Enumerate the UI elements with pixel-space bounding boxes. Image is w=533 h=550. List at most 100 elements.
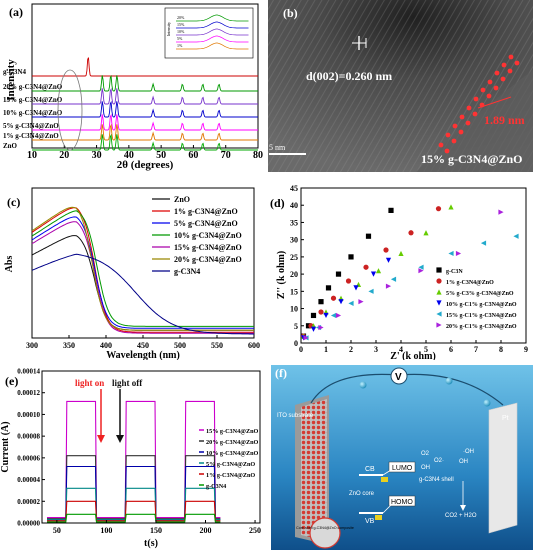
- legend-item: 20% g-C3N4@ZnO: [174, 255, 242, 264]
- legend-item: 10% g-C3N4@ZnO: [206, 450, 259, 457]
- xrd-series-line: [32, 100, 258, 118]
- panel-f-schematic: V ITO substrate Pt CB VB LUMO HOMO g-C3N…: [271, 365, 533, 550]
- x-tick-label: 350: [63, 341, 75, 350]
- legend-item: 1% g-C3N4@ZnO: [206, 472, 255, 479]
- oh-radical-label: ·OH: [463, 449, 474, 455]
- eis-point: [436, 278, 442, 284]
- zno-core-label: ZnO core: [349, 491, 375, 497]
- ito-electrode: [295, 395, 329, 545]
- eis-point: [330, 295, 337, 301]
- lumo-box: [388, 461, 416, 473]
- eis-point: [348, 300, 354, 306]
- pt-electrode: [488, 402, 518, 534]
- eis-point: [335, 271, 342, 277]
- panel-label: (a): [9, 5, 23, 19]
- x-tick-label: 50: [53, 526, 61, 535]
- x-tick-label: 20: [59, 150, 69, 161]
- voltmeter-icon: [390, 367, 408, 385]
- eis-point: [436, 322, 442, 328]
- cb-label: CB: [365, 466, 375, 473]
- current-series-line: [47, 465, 221, 521]
- y-tick-label: 35: [290, 218, 298, 227]
- x-tick-label: 70: [221, 150, 231, 161]
- y-tick-label: 0.00004: [17, 476, 40, 484]
- inset-series-label: 1%: [177, 43, 183, 48]
- series-label: g-C3N4: [3, 68, 26, 76]
- y-tick-label: 10: [290, 305, 298, 314]
- y-axis-label: Intensity: [5, 59, 17, 101]
- legend: ZnO 1% g-C3N4@ZnO 5% g-C3N4@ZnO 10% g-C3N4@…: [152, 195, 242, 276]
- y-tick-label: 25: [290, 253, 298, 262]
- x-tick-label: 7: [474, 345, 478, 354]
- x-tick-label: 8: [499, 345, 503, 354]
- eis-point: [385, 257, 392, 263]
- eis-point: [383, 247, 389, 253]
- legend-item: 20% g-C3N4@ZnO: [206, 439, 259, 446]
- current-series-line: [47, 487, 221, 521]
- scale-bar-label: 5 nm: [269, 143, 286, 152]
- shell-dot: [473, 96, 479, 102]
- eis-point: [318, 299, 324, 305]
- abs-series-line: [31, 210, 254, 327]
- shell-dot: [451, 138, 457, 144]
- legend: g-C3N 1% g-C3N4@ZnO 5% g-C3% g-C3N4@ZnO 10%…: [436, 267, 517, 330]
- legend-item: 15% g-C3N4@ZnO: [206, 428, 259, 435]
- eis-point: [330, 312, 337, 319]
- shell-dot: [458, 129, 464, 135]
- x-tick-label: 100: [100, 526, 112, 535]
- x-tick-label: 600: [248, 341, 260, 350]
- eis-point: [353, 285, 359, 291]
- x-tick-label: 250: [249, 526, 261, 535]
- electron-icon: [445, 377, 453, 385]
- eis-point: [436, 289, 442, 295]
- shell-dot: [445, 132, 451, 138]
- legend-item: g-C3N4: [206, 483, 226, 490]
- hole-icon: [375, 515, 382, 520]
- eis-point: [448, 250, 454, 257]
- inset-series-line: [176, 28, 249, 36]
- co2-label: CO2 + H2O: [445, 513, 477, 519]
- x-tick-label: 80: [253, 150, 263, 161]
- abs-series-line: [31, 253, 254, 335]
- panel-b-hrtem: d(002)=0.260 nm 1.89 nm 5 nm 15% g-C3N4@…: [266, 0, 533, 172]
- shell-dot: [465, 120, 471, 126]
- lattice-spacing-label: d(002)=0.260 nm: [306, 69, 392, 83]
- electron-icon: [483, 399, 491, 407]
- oh-label: OH: [421, 465, 430, 471]
- legend-item: g-C3N: [446, 269, 463, 275]
- x-tick-label: 2: [349, 345, 353, 354]
- shell-dot: [500, 76, 506, 82]
- y-tick-label: 30: [290, 236, 298, 245]
- panel-label: (b): [283, 6, 298, 20]
- panel-label: (c): [7, 195, 20, 209]
- legend-item: 5% g-C3N4@ZnO: [174, 219, 238, 228]
- legend-item: 15% g-C3N4@ZnO: [174, 243, 242, 252]
- eis-point: [436, 311, 442, 317]
- shell-dot: [501, 62, 507, 68]
- panel-label: (e): [5, 374, 18, 388]
- eis-point: [345, 278, 352, 284]
- shell-dot: [494, 70, 500, 76]
- x-tick-label: 0: [299, 345, 303, 354]
- eis-point: [318, 324, 324, 331]
- core-shell-label: Core-shell g-C3N4@ZnO composite: [296, 526, 354, 530]
- legend-item: 1% g-C3N4@ZnO: [446, 280, 494, 286]
- highlight-ellipse: [57, 69, 83, 151]
- eis-point: [423, 230, 429, 236]
- inset-series-label: 15%: [177, 22, 185, 27]
- electron-icon: [381, 477, 388, 482]
- x-tick-label: 9: [524, 345, 528, 354]
- eis-point: [385, 283, 392, 289]
- shell-dot: [487, 79, 493, 85]
- eis-point: [303, 335, 309, 341]
- x-tick-label: 10: [27, 150, 37, 161]
- y-tick-label: 0.00012: [17, 389, 40, 397]
- x-tick-label: 300: [26, 341, 38, 350]
- homo-box: [388, 495, 416, 507]
- xrd-chart: g-C3N4 20% g-C3N4@ZnO 15% g-C3N4@ZnO 10% g-…: [3, 3, 263, 171]
- x-tick-label: 40: [124, 150, 134, 161]
- eis-point: [325, 285, 332, 291]
- xrd-series-line: [32, 74, 258, 92]
- abs-series-line: [31, 207, 254, 333]
- current-series-line: [47, 500, 221, 522]
